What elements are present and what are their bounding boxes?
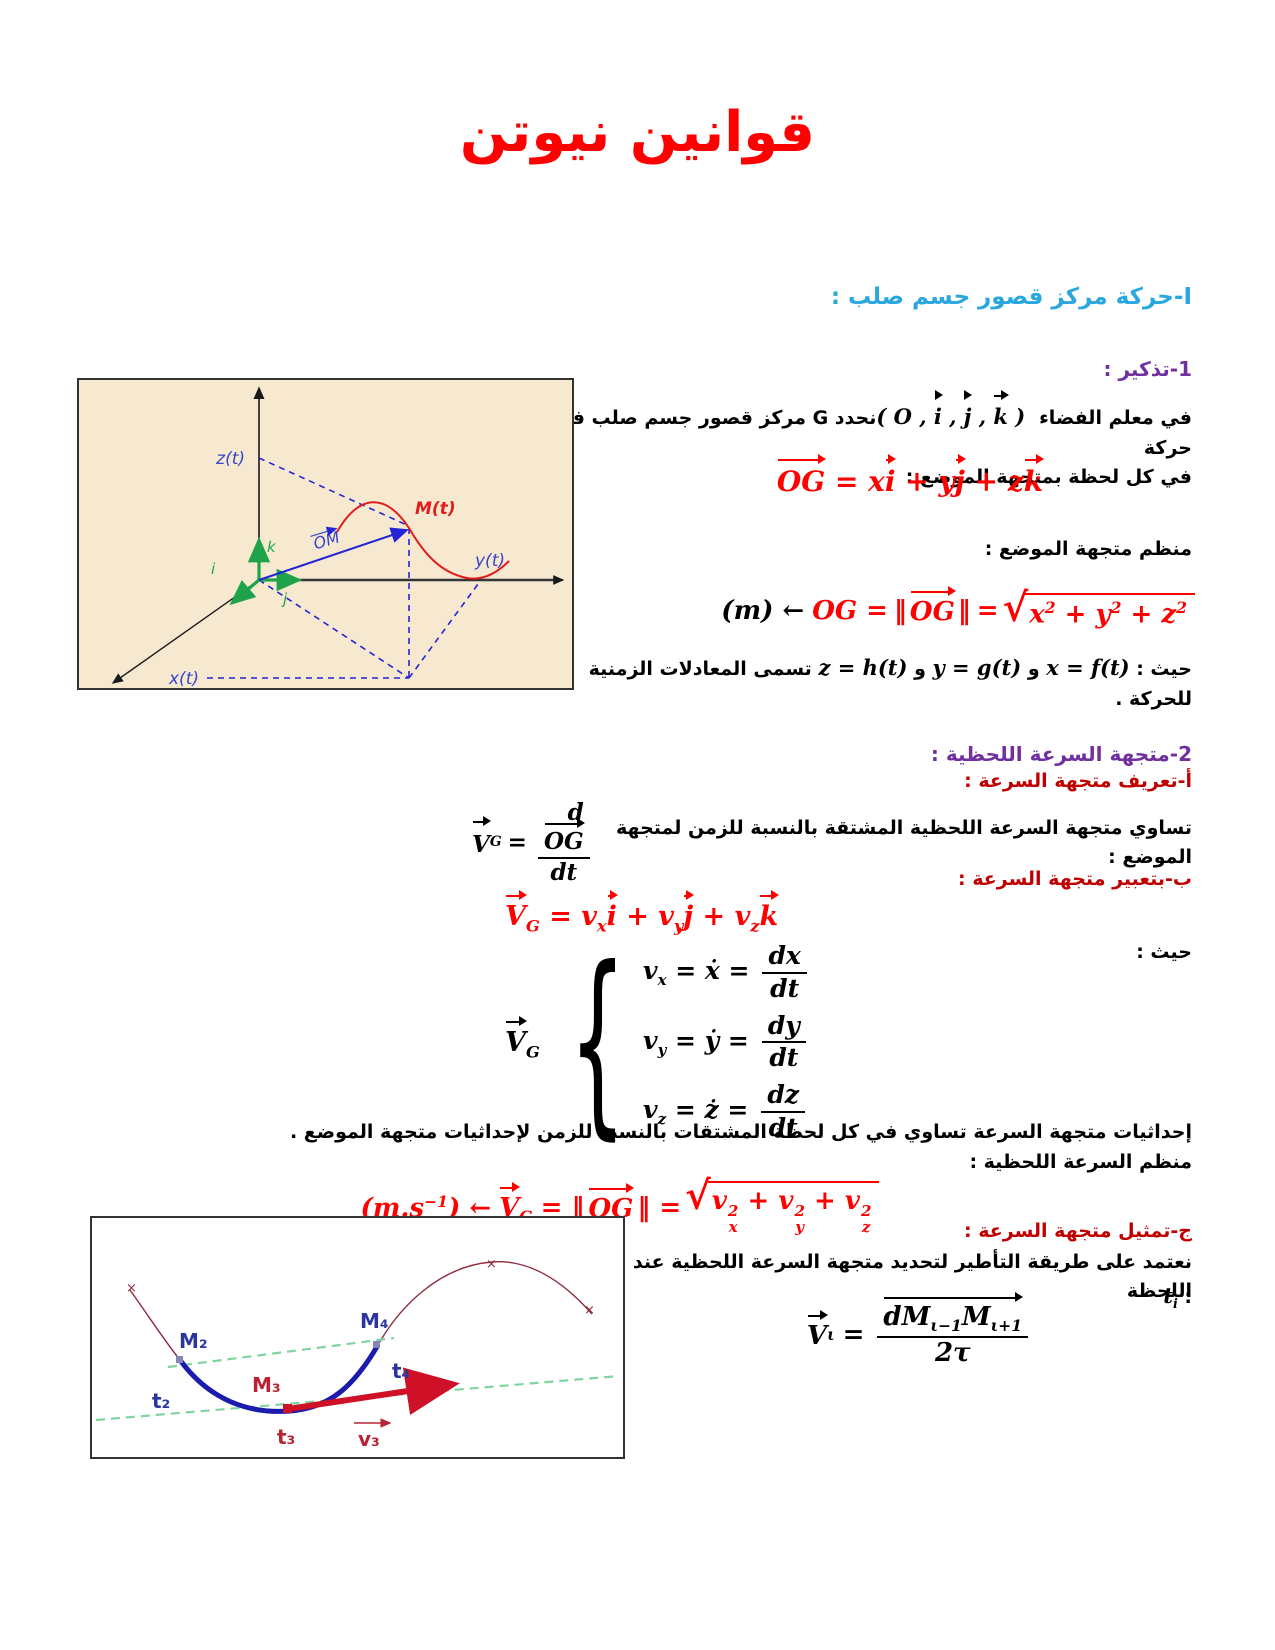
frame-text-a: في معلم الفضاء [1039, 407, 1192, 429]
subsection-velocity-definition: أ-تعريف متجهة السرعة : [964, 770, 1192, 792]
frame-diagram: z(t) y(t) x(t) OM M(t) i j k [111, 386, 565, 689]
square-root: √ x2 + y2 + z2 [1003, 588, 1195, 630]
line-velocity-coordinates: إحداثيات متجهة السرعة تساوي في كل لحظة ا… [289, 1121, 1192, 1143]
frame-basis-math: ( O , i , j , k ) [876, 390, 1032, 429]
velocity-equation-y: vy = ẏ = dy dt [643, 1011, 812, 1074]
figure-trajectory: × × × M₂ t₂ M₃ t₃ M₄ t₄ v₃ [90, 1216, 625, 1459]
label-position-norm: منظم متجهة الموضع : [984, 538, 1192, 560]
om-vector-label: OM [310, 526, 342, 553]
label-m2: M₂ [179, 1329, 208, 1353]
z-axis-label: z(t) [215, 449, 245, 469]
trajectory-cross-marks: × × × [126, 1257, 595, 1318]
label-m3: M₃ [252, 1373, 281, 1397]
projection-dashed-lines [207, 457, 482, 679]
label-t4: t₄ [392, 1359, 410, 1383]
line-motion: للحركة . [1115, 687, 1192, 710]
line-velocity-definition: تساوي متجهة السرعة اللحظية المشتقة بالنس… [472, 799, 1192, 886]
trajectory-curve [336, 501, 510, 580]
x-axis-label: x(t) [168, 669, 199, 688]
chord-m2-m4 [167, 1336, 395, 1369]
curly-brace: { [568, 925, 627, 1159]
point-m2 [176, 1356, 183, 1363]
subsection-velocity-expression: ب-بتعبير متجهة السرعة : [958, 868, 1192, 890]
i-unit-vector [229, 578, 261, 606]
page-title: قوانين نيوتن [459, 100, 816, 165]
label-m4: M₄ [360, 1309, 389, 1333]
x-axis [111, 579, 260, 684]
line-time-equations: حيث : x = f(t) و y = g(t) و z = h(t) تسم… [532, 652, 1192, 714]
frame-text-b: نحدد G مركز قصور جسم صلب في حركة [553, 407, 1192, 459]
label-t3: t₃ [277, 1425, 295, 1449]
frame-text-line2: في كل لحظة بمتجهة الموضع : [905, 465, 1192, 488]
point-m-label: M(t) [415, 499, 456, 519]
svg-text:×: × [126, 1281, 137, 1296]
label-velocity-norm: منظم السرعة اللحظية : [969, 1151, 1192, 1173]
figure-position-frame: z(t) y(t) x(t) OM M(t) i j k [77, 378, 574, 690]
label-where: حيث : [1136, 941, 1192, 963]
subsection-velocity-representation: ج-تمثيل متجهة السرعة : [964, 1220, 1192, 1242]
unit-meters: (m) ← [721, 595, 805, 626]
svg-text:×: × [486, 1257, 497, 1272]
y-axis-label: y(t) [474, 551, 505, 571]
velocity-system: VG { vx = ẋ = dx dt vy = ẏ = dy dt vz = ż … [505, 925, 812, 1159]
formula-velocity-components: VG = vxi + vyj + vzk [505, 890, 779, 935]
label-t2: t₂ [152, 1389, 170, 1413]
paragraph-frame-definition: في معلم الفضاء ( O , i , j , k ) نحدد G … [552, 390, 1192, 492]
formula-position-norm: (m) ← OG = ‖ OG ‖ = √ x2 + y2 + z2 [721, 586, 1195, 630]
position-vector-om [258, 527, 409, 581]
i-unit-label: i [211, 560, 216, 578]
line-framing-method: نعتمد على طريقة التأطير لتحديد متجهة الس… [632, 1251, 1192, 1303]
line-instant: : ti [1163, 1283, 1192, 1312]
trajectory-diagram: × × × M₂ t₂ M₃ t₃ M₄ t₄ v₃ [95, 1257, 620, 1451]
subsection-reminder: 1-تذكير : [1103, 357, 1192, 381]
label-v3: v₃ [358, 1427, 380, 1451]
j-unit-label: j [281, 590, 288, 608]
section-heading-rigid-body: I-حركة مركز قصور جسم صلب : [830, 284, 1192, 310]
point-m4 [373, 1341, 380, 1348]
point-m3 [283, 1404, 292, 1413]
velocity-vector-v3 [287, 1367, 460, 1415]
k-unit-label: k [267, 538, 277, 556]
formula-position-vector: OG = xi + yj + zk [700, 454, 1120, 498]
subsection-velocity-vector: 2-متجهة السرعة اللحظية : [930, 742, 1192, 766]
velocity-equation-z: vz = ż = dz dt [643, 1080, 812, 1143]
velocity-equation-x: vx = ẋ = dx dt [643, 941, 812, 1004]
svg-text:×: × [584, 1303, 595, 1318]
